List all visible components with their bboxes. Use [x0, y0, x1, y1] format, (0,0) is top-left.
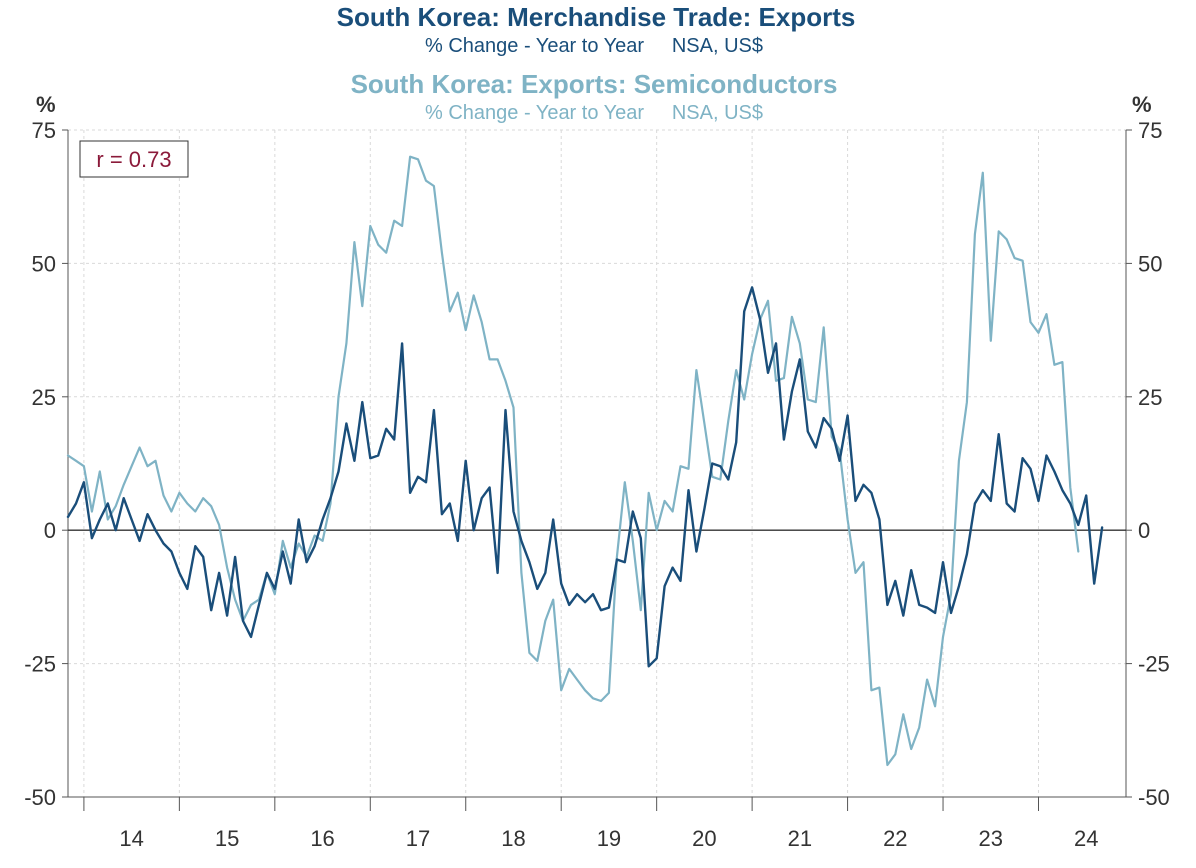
annotation-text: r = 0.73 — [96, 147, 171, 172]
tick-labels: 75 75 50 50 25 25 0 0 -25 -25 -50 -50 14 15 16 17 18 19 20… — [24, 118, 1170, 851]
x-axis-tick-label: 17 — [406, 826, 430, 851]
x-axis-tick-label: 19 — [597, 826, 621, 851]
right-axis-tick-label: 50 — [1138, 251, 1162, 276]
left-axis-tick-label: -25 — [24, 652, 56, 677]
x-axis-tick-label: 15 — [215, 826, 239, 851]
x-axis-tick-label: 20 — [692, 826, 716, 851]
left-axis-tick-label: -50 — [24, 785, 56, 810]
left-axis-unit: % — [36, 92, 56, 117]
x-axis-tick-label: 23 — [979, 826, 1003, 851]
right-axis-tick-label: 75 — [1138, 118, 1162, 143]
x-axis-tick-label: 14 — [119, 826, 143, 851]
correlation-annotation: r = 0.73 — [79, 140, 189, 178]
x-axis-tick-label: 24 — [1074, 826, 1098, 851]
annotation-box — [79, 140, 189, 178]
series-line-exports — [66, 286, 1104, 668]
right-axis-tick-label: 25 — [1138, 385, 1162, 410]
chart-title-exports: South Korea: Merchandise Trade: Exports — [337, 2, 856, 32]
right-axis-tick-label: -50 — [1138, 785, 1170, 810]
series-line-semiconductors — [66, 155, 1080, 767]
chart-subtitle-exports: % Change - Year to Year NSA, US$ — [425, 35, 763, 57]
left-axis-tick-label: 25 — [32, 385, 56, 410]
axes — [62, 129, 1132, 811]
left-axis-tick-label: 0 — [44, 518, 56, 543]
left-axis-tick-label: 75 — [32, 118, 56, 143]
left-axis-tick-label: 50 — [32, 251, 56, 276]
x-axis-tick-label: 22 — [883, 826, 907, 851]
x-axis-tick-label: 21 — [788, 826, 812, 851]
series-layer — [66, 155, 1104, 767]
right-axis-tick-label: -25 — [1138, 652, 1170, 677]
x-axis-tick-label: 18 — [501, 826, 525, 851]
gridlines — [68, 129, 1126, 797]
x-axis-tick-label: 16 — [310, 826, 334, 851]
right-axis-unit: % — [1132, 92, 1152, 117]
chart-title-semiconductors: South Korea: Exports: Semiconductors — [351, 69, 838, 99]
right-axis-tick-label: 0 — [1138, 518, 1150, 543]
chart-subtitle-semiconductors: % Change - Year to Year NSA, US$ — [425, 102, 763, 124]
